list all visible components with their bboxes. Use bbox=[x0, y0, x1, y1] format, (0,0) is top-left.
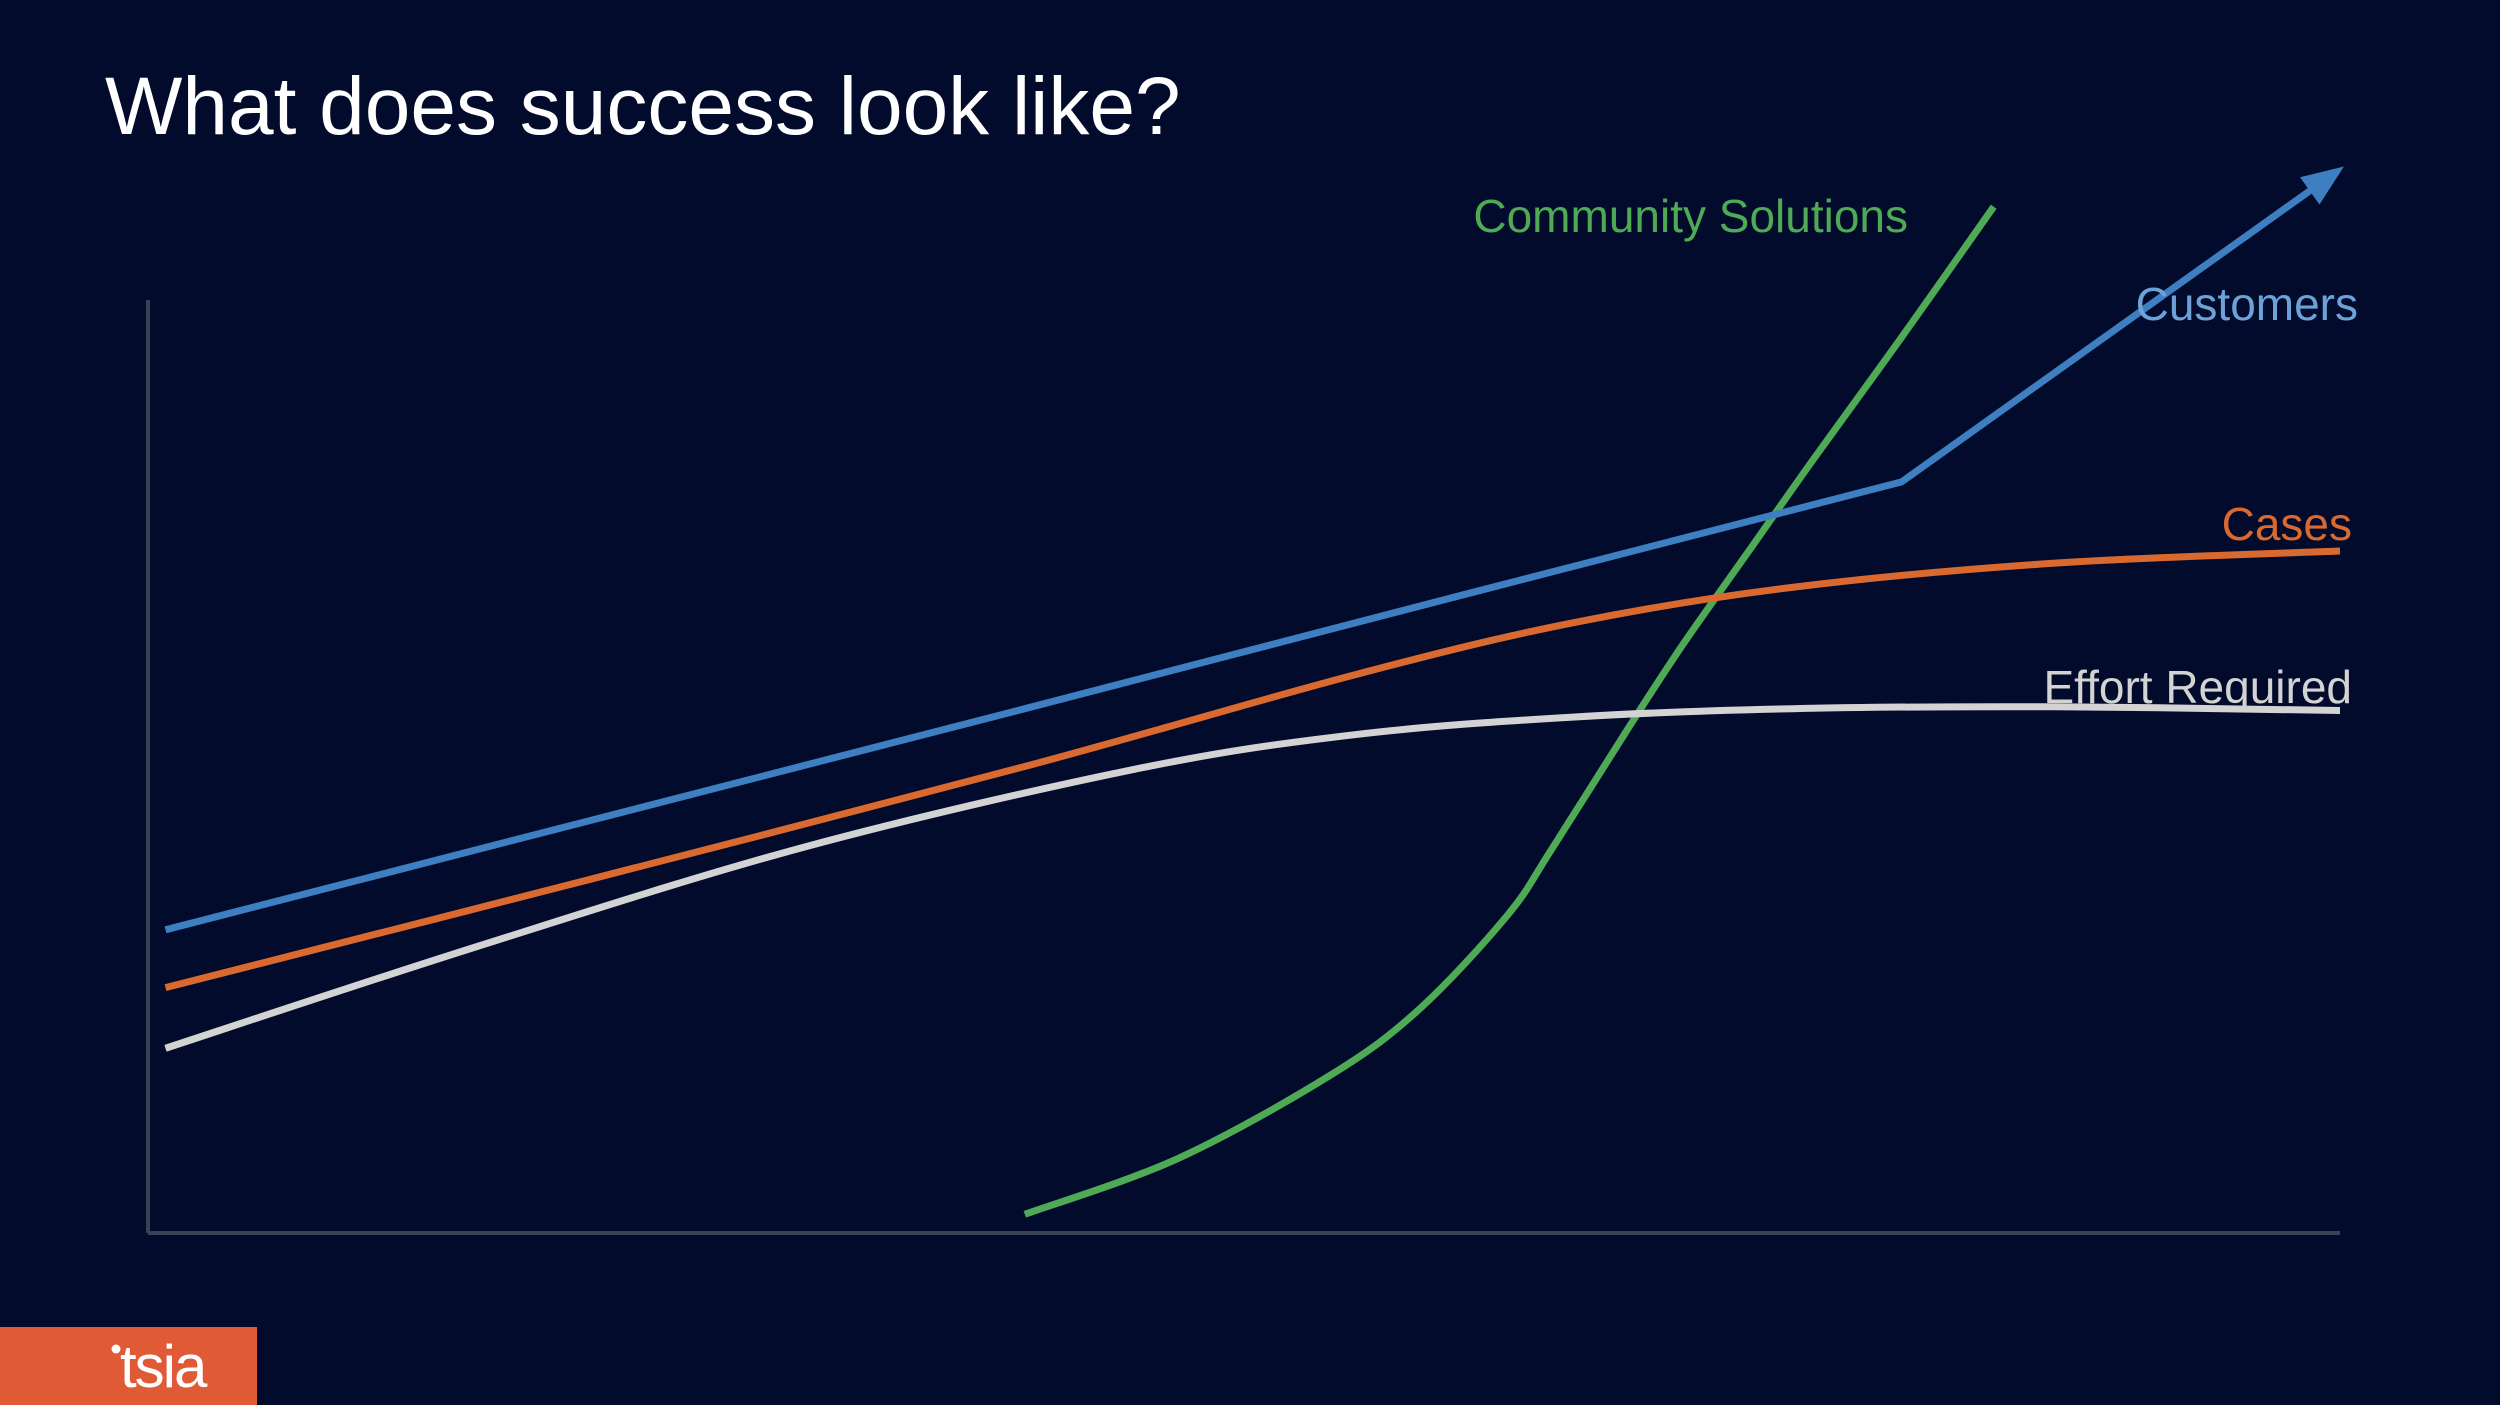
series-line-community-solutions bbox=[1023, 204, 1997, 1218]
series-line-customers bbox=[164, 166, 2344, 934]
series-group bbox=[164, 166, 2344, 1218]
series-line-cases bbox=[164, 547, 2341, 991]
chart-axes bbox=[146, 300, 2340, 1235]
slide-title: What does success look like? bbox=[105, 61, 1181, 152]
series-label-cases: Cases bbox=[2222, 498, 2352, 550]
tsia-logo: tsia bbox=[0, 1327, 257, 1405]
logo-dot-icon bbox=[111, 1344, 121, 1354]
series-labels: Community Solutions Customers Cases Effo… bbox=[1473, 190, 2358, 713]
series-label-community-solutions: Community Solutions bbox=[1473, 190, 1908, 242]
series-label-customers: Customers bbox=[2136, 278, 2358, 330]
logo-text: tsia bbox=[120, 1333, 208, 1400]
series-label-effort-required: Effort Required bbox=[2043, 661, 2352, 713]
series-line-effort-required bbox=[164, 703, 2341, 1052]
